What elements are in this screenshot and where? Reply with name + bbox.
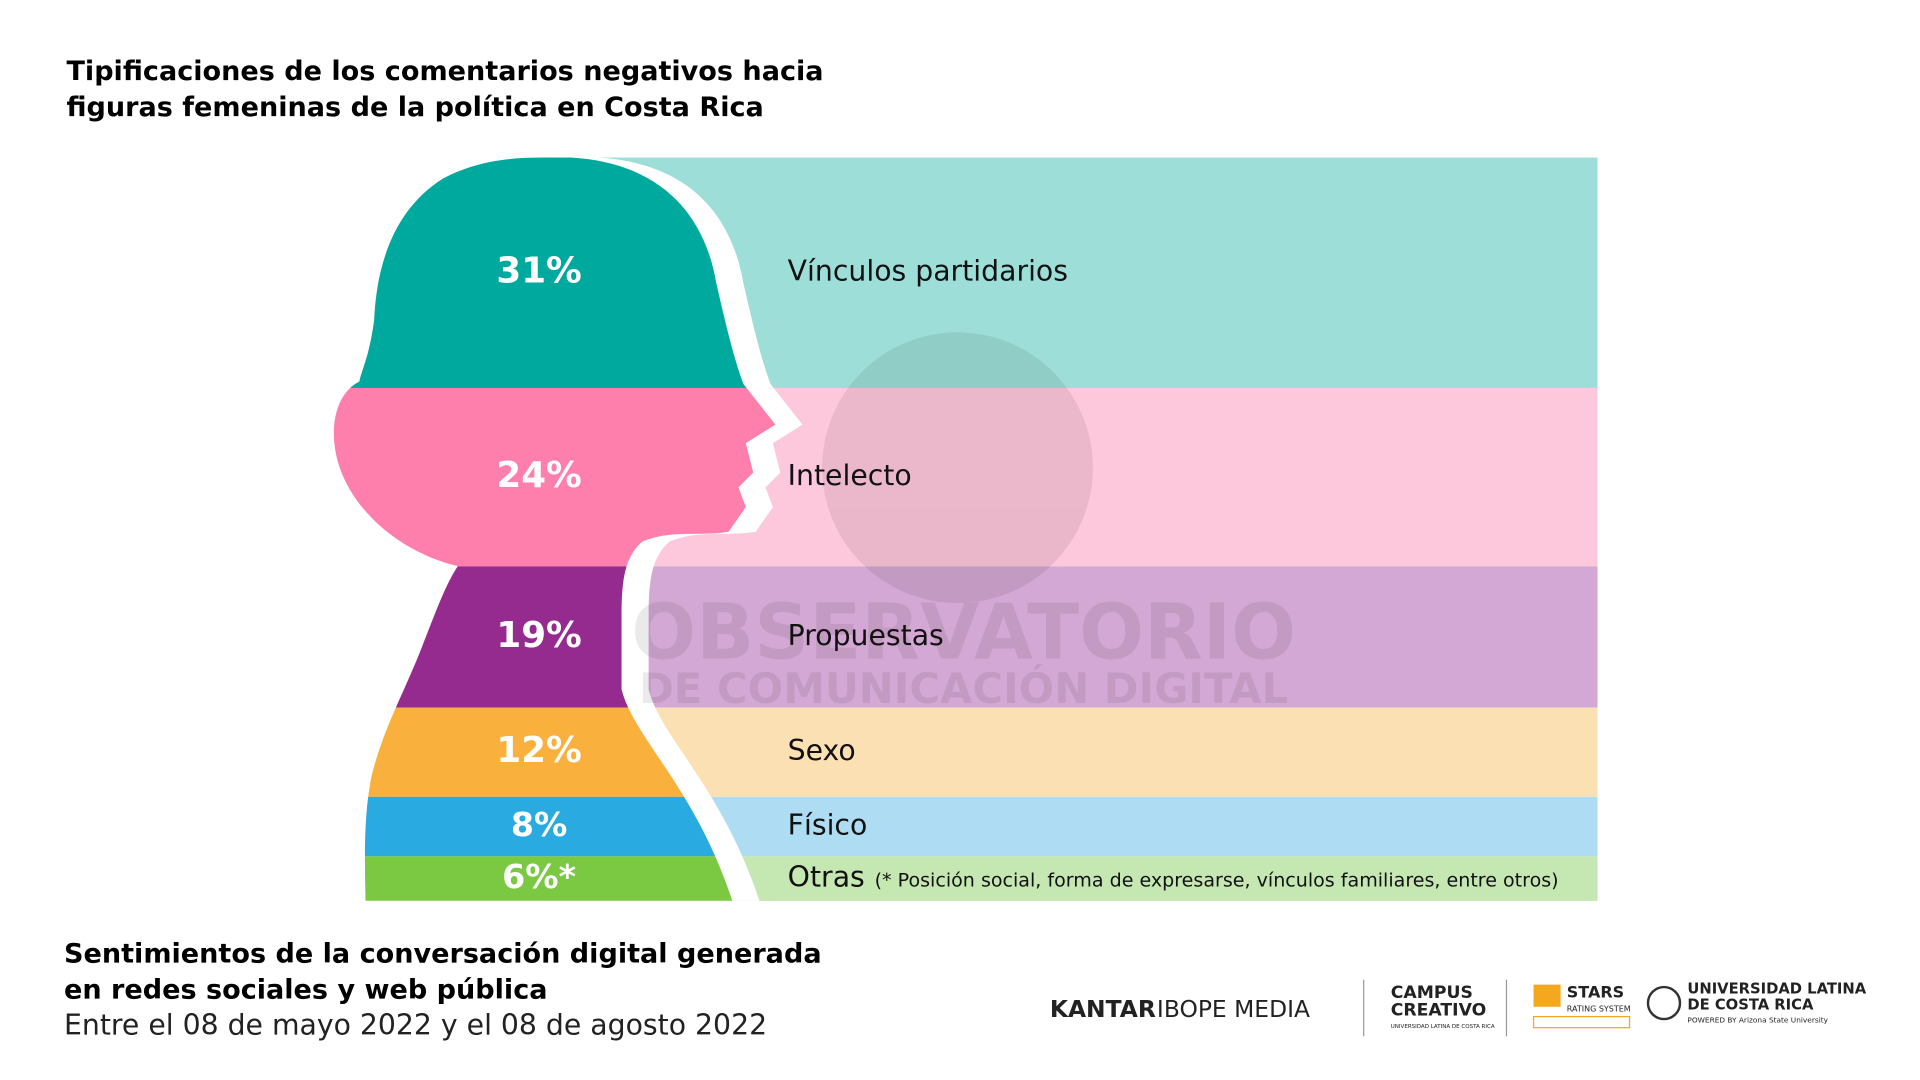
head-segment [333, 856, 776, 901]
value-label: 6%* [502, 857, 576, 896]
category-label: Físico [788, 809, 868, 842]
logo-text: DE COSTA RICA [1687, 997, 1814, 1014]
logo-text: RATING SYSTEM [1567, 1005, 1631, 1014]
category-label: Vínculos partidarios [788, 255, 1068, 288]
category-label: Sexo [788, 734, 856, 767]
watermark-text: DE COMUNICACIÓN DIGITAL [639, 663, 1288, 713]
value-label: 31% [496, 251, 581, 292]
watermark-icon [822, 332, 1093, 604]
logo-text: UNIVERSIDAD LATINA [1687, 981, 1866, 998]
footnote: (* Posición social, forma de expresarse,… [875, 870, 1559, 892]
qs-icon [1533, 984, 1561, 1007]
category-label: Intelecto [788, 459, 912, 492]
logo-text: STARS [1567, 983, 1624, 1002]
category-band [541, 566, 1598, 708]
stars-box [1532, 1016, 1631, 1029]
title: figuras femeninas de la política en Cost… [66, 92, 763, 123]
logo-text: KANTAR [1050, 995, 1156, 1023]
value-label: 12% [496, 730, 581, 771]
title: Tipificaciones de los comentarios negati… [66, 56, 823, 87]
category-label: Otras [788, 861, 865, 894]
value-label: 19% [496, 615, 581, 656]
logo-text: CREATIVO [1391, 1000, 1486, 1020]
value-label: 8% [511, 805, 567, 844]
date-range: Entre el 08 de mayo 2022 y el 08 de agos… [64, 1008, 767, 1041]
watermark-text: OBSERVATORIO [631, 588, 1296, 677]
value-label: 24% [496, 455, 581, 496]
subtitle: en redes sociales y web pública [64, 974, 548, 1005]
logo-text: UNIVERSIDAD LATINA DE COSTA RICA [1391, 1024, 1495, 1030]
subtitle: Sentimientos de la conversación digital … [64, 939, 822, 970]
logo-text: POWERED BY Arizona State University [1687, 1015, 1828, 1024]
globe-icon [1646, 985, 1682, 1021]
labels: 31% Vínculos partidarios 24% Intelecto 19% Pr… [496, 251, 1558, 896]
logo-text: IBOPE MEDIA [1157, 995, 1310, 1023]
category-band [541, 707, 1598, 797]
logos: KANTAR IBOPE MEDIA CAMPUS CREATIVO UNIVE… [1050, 979, 1867, 1037]
watermark: OBSERVATORIO DE COMUNICACIÓN DIGITAL [631, 332, 1296, 713]
logo-text: CAMPUS [1391, 983, 1473, 1003]
category-label: Propuestas [788, 619, 944, 652]
